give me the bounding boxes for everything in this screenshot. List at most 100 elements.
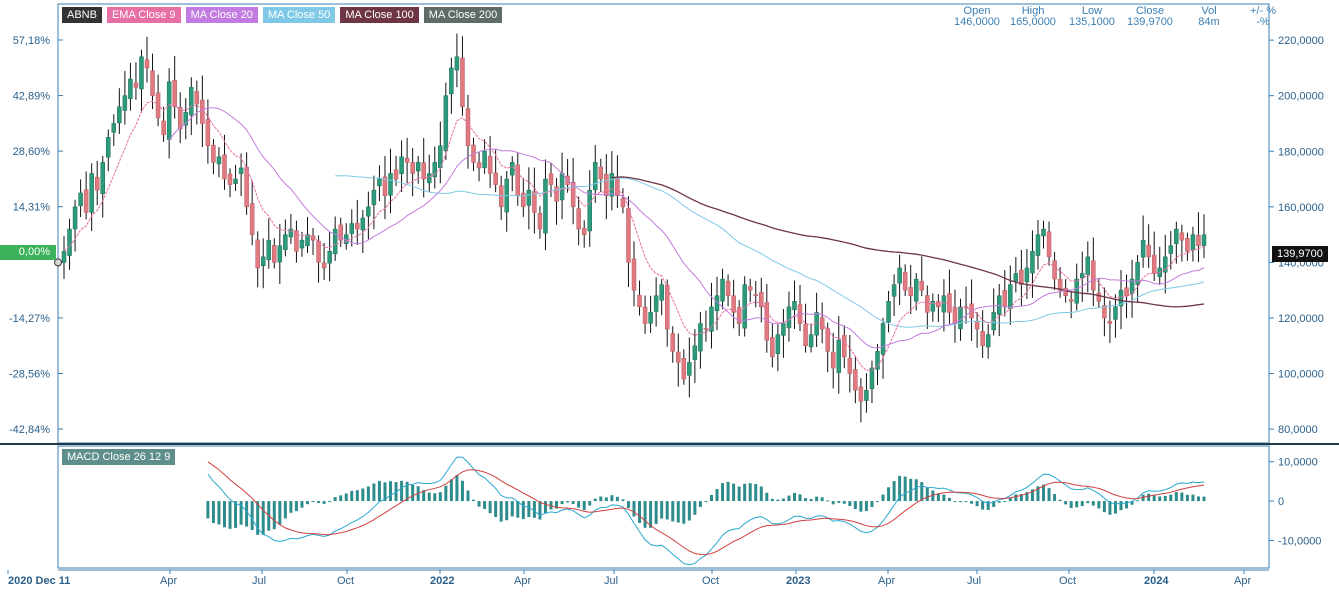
macd-histogram-bar [604,497,608,502]
macd-histogram-bar [942,494,946,502]
vol-readout: Vol 84m [1198,5,1220,28]
candle-body [244,166,249,208]
macd-legend[interactable]: MACD Close 26 12 9 [62,449,176,465]
candle-body [426,173,432,184]
candle-body [930,301,936,312]
macd-histogram-bar [693,501,697,515]
candle-body [1190,234,1196,251]
candle-body [1140,239,1146,258]
candle-body [316,240,321,263]
candle-body [698,323,703,352]
candle-body [836,339,842,373]
macd-histogram-bar [671,501,675,522]
candle-body [249,203,255,235]
candle-body [554,186,559,202]
macd-histogram-bar [632,501,636,517]
macd-histogram-bar [1102,501,1106,513]
percent-tick-label: 14,31% [13,202,51,214]
candle-body [465,108,471,146]
macd-histogram-bar [709,495,713,502]
candle-body [233,178,238,184]
candle-body [830,351,836,369]
candle-body [1057,278,1063,291]
macd-histogram-bar [759,486,763,502]
macd-histogram-bar [1158,496,1162,502]
candle-body [393,169,399,180]
candle-body [808,334,814,348]
candle-body [305,234,310,246]
ma20-line [168,107,1205,349]
macd-histogram-bar [1008,497,1012,502]
macd-histogram-bar [294,501,298,512]
candle-body [1135,262,1140,285]
candle-body [725,280,731,296]
macd-histogram-bar [261,501,265,535]
ema9-line [63,100,1205,371]
legend-ma200[interactable]: MA Close 200 [423,7,503,23]
legend-ma100[interactable]: MA Close 100 [340,7,419,23]
candle-body [476,162,482,169]
macd-histogram-bar [300,501,304,508]
macd-histogram-bar [532,501,536,518]
macd-histogram-bar [704,501,708,503]
candle-body [460,57,465,108]
candle-body [415,162,421,172]
macd-histogram-bar [234,501,238,528]
date-label: Apr [1234,575,1251,587]
macd-histogram-bar [449,479,453,502]
macd-histogram-bar [422,490,426,502]
macd-histogram-bar [411,484,415,502]
macd-histogram-bar [754,484,758,502]
macd-histogram-bar [815,496,819,502]
macd-histogram-bar [250,501,254,530]
candle-body [189,87,194,116]
macd-histogram-bar [975,501,979,507]
candle-body [1163,256,1168,273]
legend-ma20[interactable]: MA Close 20 [185,7,258,23]
macd-histogram-bar [217,501,221,525]
legend-ema9[interactable]: EMA Close 9 [106,7,181,23]
macd-histogram-bar [964,501,968,503]
ma100-line [611,176,1205,308]
candle-body [1008,284,1013,309]
macd-histogram-bar [228,501,232,529]
macd-histogram-bar [959,501,963,503]
macd-histogram-bar [1163,495,1167,502]
candle-body [703,328,709,330]
candle-body [1074,278,1079,304]
macd-histogram-bar [770,498,774,502]
candle-body [947,293,952,313]
candle-body [980,331,985,347]
legend-ma50[interactable]: MA Close 50 [262,7,336,23]
candle-body [106,137,111,158]
candle-body [172,79,177,108]
macd-tick-label: 10,0000 [1278,457,1318,469]
legend-symbol[interactable]: ABNB [62,7,102,23]
candle-body [1091,260,1096,291]
candle-body [338,224,343,241]
macd-histogram-bar [1130,501,1134,505]
macd-histogram-bar [1075,501,1079,508]
macd-histogram-bar [676,501,680,523]
macd-histogram-bar [1119,501,1123,511]
candle-body [974,320,980,330]
macd-tick-label: -10,0000 [1278,535,1321,547]
candle-body [410,162,415,174]
candle-body [803,323,808,347]
macd-histogram-bar [283,501,287,519]
macd-histogram-bar [925,487,929,502]
candle-body [349,223,355,234]
macd-histogram-bar [588,501,592,506]
macd-histogram-bar [483,501,487,509]
candle-body [753,294,758,296]
macd-histogram-bar [992,501,996,507]
macd-histogram-bar [1097,501,1101,509]
macd-histogram-bar [875,501,879,503]
macd-histogram-bar [1064,501,1068,505]
candle-body [897,267,902,284]
macd-histogram-bar [1147,493,1151,502]
macd-histogram-bar [909,478,913,502]
macd-histogram-bar [328,501,332,503]
